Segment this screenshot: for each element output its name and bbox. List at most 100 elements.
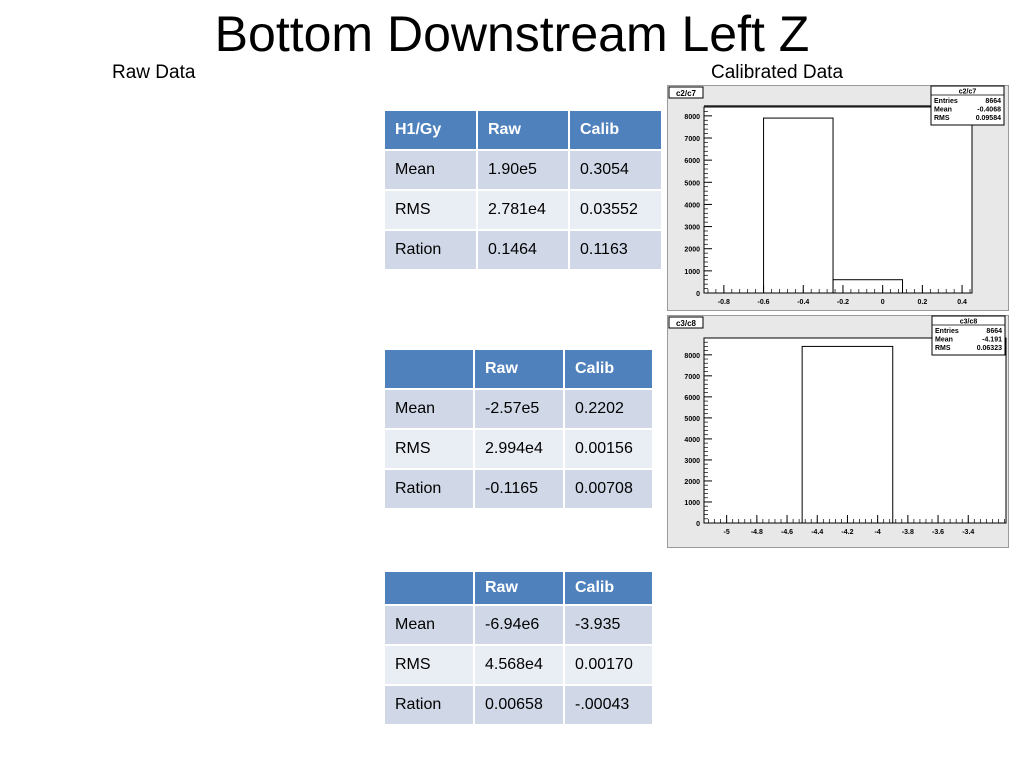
table-cell: RMS — [383, 189, 478, 231]
table-row: RMS 4.568e4 0.00170 — [383, 644, 654, 686]
table-cell: -3.935 — [563, 604, 654, 646]
canvas-title-label: c3/c8 — [676, 319, 697, 328]
y-tick-label: 0 — [696, 291, 700, 298]
table-header-row: H1/Gy Raw Calib — [383, 109, 663, 151]
canvas-title-box — [668, 316, 704, 329]
y-tick-label: 2000 — [684, 247, 700, 254]
stats-value: 8664 — [986, 328, 1002, 335]
y-tick-label: 0 — [696, 521, 700, 528]
stats-value: 0.06323 — [977, 345, 1002, 352]
table-cell: -.00043 — [563, 684, 654, 726]
histogram-bin — [832, 279, 904, 294]
y-tick-label: 8000 — [684, 114, 700, 121]
table-header-cell: Raw — [476, 109, 570, 151]
table-cell: Ration — [383, 684, 475, 726]
x-tick-label: -0.2 — [837, 299, 849, 306]
stats-label: Entries — [934, 98, 958, 105]
histogram-bin — [763, 117, 834, 294]
x-tick-label: -5 — [724, 529, 730, 536]
x-tick-label: -3.4 — [962, 529, 974, 536]
y-tick-label: 2000 — [684, 479, 700, 486]
x-tick-label: -4.4 — [811, 529, 823, 536]
calibrated-data-label: Calibrated Data — [711, 62, 844, 83]
x-tick-label: -0.6 — [758, 299, 770, 306]
x-tick-label: 0 — [881, 299, 885, 306]
table-cell: 2.994e4 — [473, 428, 565, 470]
canvas-title-box — [668, 86, 704, 99]
y-tick-label: 1000 — [684, 500, 700, 507]
table-cell: Mean — [383, 388, 475, 430]
y-tick-label: 1000 — [684, 269, 700, 276]
table-cell: RMS — [383, 644, 475, 686]
table-cell: Mean — [383, 604, 475, 646]
y-tick-label: 7000 — [684, 136, 700, 143]
stats-box — [930, 85, 1005, 126]
table-row: Ration 0.1464 0.1163 — [383, 229, 663, 271]
table-cell: 2.781e4 — [476, 189, 570, 231]
y-tick-label: 6000 — [684, 395, 700, 402]
stats-label: Entries — [935, 328, 959, 335]
table-header-cell: Raw — [473, 348, 565, 390]
table-row: RMS 2.781e4 0.03552 — [383, 189, 663, 231]
table-row: Ration 0.00658 -.00043 — [383, 684, 654, 726]
x-tick-label: -0.4 — [797, 299, 809, 306]
table-cell: 0.1464 — [476, 229, 570, 271]
histogram-c2-c7: c2/c7 0 1000 2000 3000 4000 5000 6000 7000 8000 -0… — [667, 85, 1009, 311]
stats-label: Mean — [934, 107, 952, 114]
x-tick-label: -4 — [875, 529, 881, 536]
table-header-cell: H1/Gy — [383, 109, 478, 151]
y-tick-label: 3000 — [684, 458, 700, 465]
table-cell: -6.94e6 — [473, 604, 565, 646]
table-cell: Ration — [383, 229, 478, 271]
table-cell: 0.1163 — [568, 229, 663, 271]
y-tick-label: 3000 — [684, 225, 700, 232]
y-tick-label: 6000 — [684, 158, 700, 165]
stats-label: RMS — [935, 345, 951, 352]
table-cell: Ration — [383, 468, 475, 510]
y-tick-label: 8000 — [684, 353, 700, 360]
x-tick-label: -4.6 — [781, 529, 793, 536]
table-header-cell: Calib — [563, 348, 654, 390]
x-tick-label: 0.2 — [918, 299, 928, 306]
x-tick-label: -3.6 — [932, 529, 944, 536]
y-tick-label: 5000 — [684, 416, 700, 423]
table-cell: RMS — [383, 428, 475, 470]
table-row: RMS 2.994e4 0.00156 — [383, 428, 654, 470]
y-tick-label: 5000 — [684, 180, 700, 187]
stats-value: -4.191 — [982, 337, 1002, 344]
table-cell: 0.03552 — [568, 189, 663, 231]
stats-box-title: c3/c8 — [960, 319, 978, 326]
y-tick-label: 7000 — [684, 374, 700, 381]
x-tick-label: -4.2 — [841, 529, 853, 536]
x-tick-label: -4.8 — [751, 529, 763, 536]
table-cell: 1.90e5 — [476, 149, 570, 191]
table-header-row: Raw Calib — [383, 348, 654, 390]
stats-value: -0.4068 — [977, 107, 1001, 114]
table-header-row: Raw Calib — [383, 570, 654, 606]
stats-label: RMS — [934, 115, 950, 122]
stats-value: 8664 — [985, 98, 1001, 105]
x-tick-label: -0.8 — [718, 299, 730, 306]
table-row: Mean -2.57e5 0.2202 — [383, 388, 654, 430]
table-cell: Mean — [383, 149, 478, 191]
table-cell: 4.568e4 — [473, 644, 565, 686]
plot-frame — [703, 337, 1007, 524]
table-cell: 0.00156 — [563, 428, 654, 470]
stats-table-1: H1/Gy Raw Calib Mean 1.90e5 0.3054 RMS 2… — [383, 109, 663, 271]
table-cell: 0.00170 — [563, 644, 654, 686]
histogram-c3-c8: c3/c8 0 1000 2000 3000 4000 5000 6000 7000 8000 -5… — [667, 315, 1009, 548]
table-row: Mean 1.90e5 0.3054 — [383, 149, 663, 191]
plot-frame — [703, 106, 973, 294]
x-tick-label: 0.4 — [957, 299, 967, 306]
canvas-title-label: c2/c7 — [676, 89, 697, 98]
slide-title: Bottom Downstream Left Z — [214, 6, 810, 62]
table-header-cell — [383, 570, 475, 606]
table-cell: 0.3054 — [568, 149, 663, 191]
stats-table-2: Raw Calib Mean -2.57e5 0.2202 RMS 2.994e… — [383, 348, 654, 510]
y-tick-label: 4000 — [684, 202, 700, 209]
table-row: Mean -6.94e6 -3.935 — [383, 604, 654, 646]
stats-box-title: c2/c7 — [959, 89, 977, 96]
table-cell: -2.57e5 — [473, 388, 565, 430]
stats-table-3: Raw Calib Mean -6.94e6 -3.935 RMS 4.568e… — [383, 570, 654, 726]
x-tick-label: -3.8 — [902, 529, 914, 536]
